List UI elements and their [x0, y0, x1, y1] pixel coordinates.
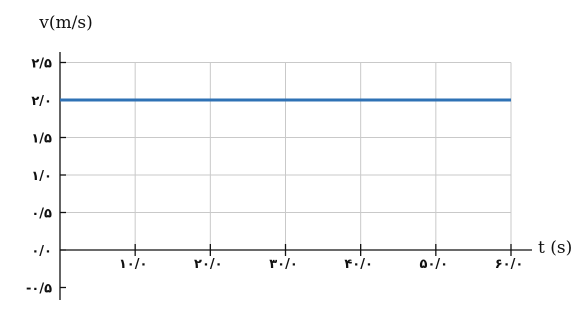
y-axis-title: v(m/s) [38, 13, 92, 33]
y-tick-label: ۲/۰ [31, 94, 52, 109]
x-tick-label: ۱۰/۰ [119, 257, 148, 272]
x-tick-label: ۳۰/۰ [269, 257, 298, 272]
x-tick-label: ۲۰/۰ [194, 257, 223, 272]
grid [60, 62, 512, 250]
x-tick-label: ۵۰/۰ [420, 257, 449, 272]
y-tick-label: ۰/۰ [31, 244, 52, 259]
x-tick-label: ۶۰/۰ [495, 257, 524, 272]
y-tick-label: -۰/۵ [26, 282, 52, 297]
y-tick-label: ۱/۰ [31, 169, 52, 184]
y-tick-label: ۲/۵ [31, 57, 52, 72]
tick-labels: ۲/۵ ۲/۰ ۱/۵ ۱/۰ ۰/۵ ۰/۰ -۰/۵ ۱۰/۰ ۲۰/۰ ۳۰/۰ ۴۰/۰ ۵۰… [26, 57, 523, 297]
x-axis-title: t (s) [538, 238, 572, 258]
y-tick-label: ۱/۵ [31, 132, 52, 147]
x-tick-label: ۴۰/۰ [344, 257, 373, 272]
axes [59, 52, 532, 300]
y-tick-label: ۰/۵ [31, 207, 52, 222]
